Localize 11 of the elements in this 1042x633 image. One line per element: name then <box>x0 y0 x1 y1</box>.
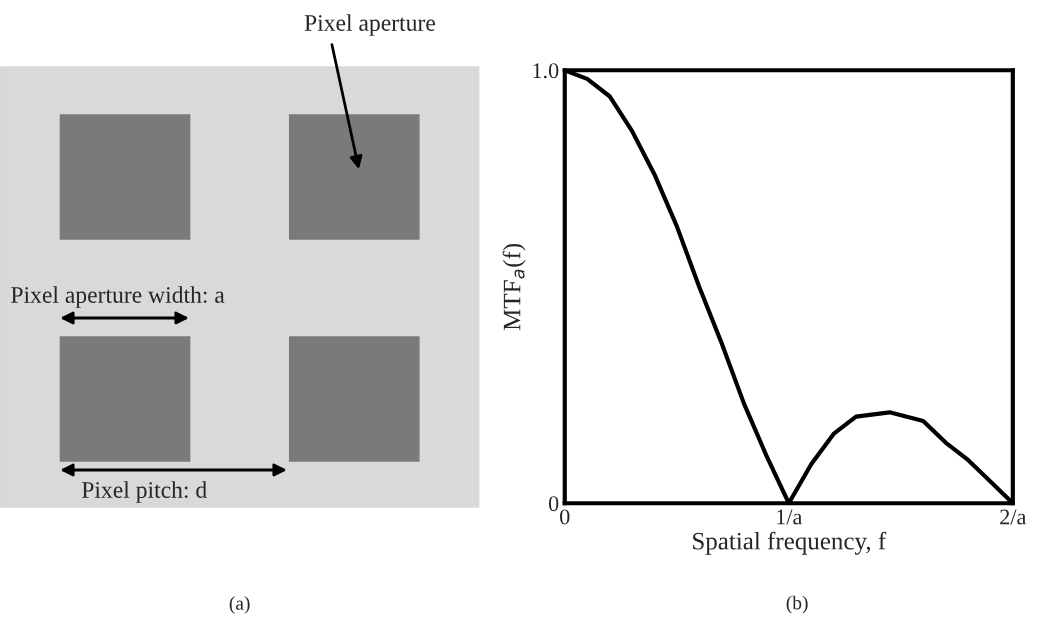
x-tick-label: 0 <box>560 509 570 525</box>
text: Pixel aperture <box>304 14 435 36</box>
text: Pixel aperture width: a <box>11 286 225 308</box>
text: Pixel pitch: d <box>81 481 207 503</box>
y-tick-label: 1.0 <box>533 63 559 79</box>
x-tick-label: 2/a <box>1000 509 1027 525</box>
text: (a) <box>229 596 250 614</box>
text: (b) <box>786 595 808 614</box>
x-tick-label: 1/a <box>777 509 803 525</box>
x-axis-title: Spatial frequency, f <box>693 531 887 555</box>
y-axis-title: MTF$_{a}$(f) <box>502 243 526 331</box>
